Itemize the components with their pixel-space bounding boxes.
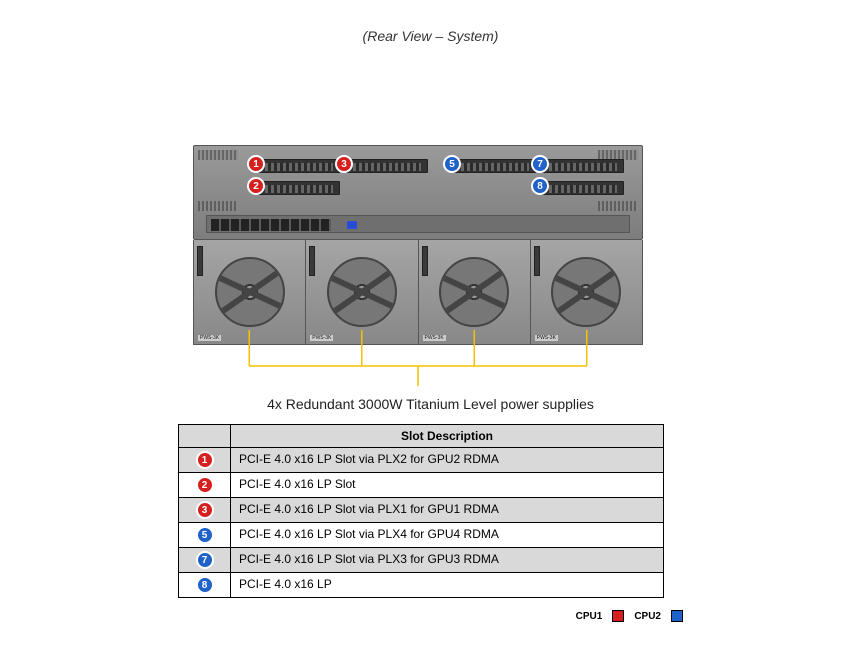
row-desc: PCI-E 4.0 x16 LP Slot via PLX2 for GPU2 … <box>231 448 663 472</box>
cpu-legend: CPU1 CPU2 <box>576 610 683 622</box>
row-badge-2: 2 <box>196 476 214 494</box>
psu-fan-icon <box>215 257 285 327</box>
psu-row: PWS-3KPWS-3KPWS-3KPWS-3K <box>193 240 643 345</box>
row-desc: PCI-E 4.0 x16 LP <box>231 573 663 597</box>
slot-badge-1: 1 <box>247 155 265 173</box>
table-row: 2 PCI-E 4.0 x16 LP Slot <box>179 472 663 497</box>
slot-badge-7: 7 <box>531 155 549 173</box>
psu-fan-icon <box>551 257 621 327</box>
psu-caption: 4x Redundant 3000W Titanium Level power … <box>0 396 861 412</box>
row-badge-3: 3 <box>196 501 214 519</box>
row-desc: PCI-E 4.0 x16 LP Slot via PLX1 for GPU1 … <box>231 498 663 522</box>
row-badge-5: 5 <box>196 526 214 544</box>
psu-1: PWS-3K <box>194 240 306 344</box>
slot-description-table: Slot Description 1 PCI-E 4.0 x16 LP Slot v… <box>178 424 664 598</box>
row-desc: PCI-E 4.0 x16 LP Slot <box>231 473 663 497</box>
pcie-slot-5 <box>454 159 536 173</box>
table-row: 8 PCI-E 4.0 x16 LP <box>179 572 663 597</box>
table-row: 1 PCI-E 4.0 x16 LP Slot via PLX2 for GPU2… <box>179 447 663 472</box>
row-badge-8: 8 <box>196 576 214 594</box>
psu-3: PWS-3K <box>419 240 531 344</box>
legend-label-cpu1: CPU1 <box>576 611 603 622</box>
figure-caption: (Rear View – System) <box>0 0 861 44</box>
table-header: Slot Description <box>231 425 663 447</box>
psu-2: PWS-3K <box>306 240 418 344</box>
pcie-slot-3 <box>346 159 428 173</box>
row-badge-1: 1 <box>196 451 214 469</box>
psu-4: PWS-3K <box>531 240 642 344</box>
table-row: 3 PCI-E 4.0 x16 LP Slot via PLX1 for GPU1… <box>179 497 663 522</box>
psu-fan-icon <box>327 257 397 327</box>
row-desc: PCI-E 4.0 x16 LP Slot via PLX4 for GPU4 … <box>231 523 663 547</box>
server-rear-illustration: PWS-3KPWS-3KPWS-3KPWS-3K 123578 <box>193 145 643 345</box>
table-row: 7 PCI-E 4.0 x16 LP Slot via PLX3 for GPU3… <box>179 547 663 572</box>
pcie-slot-1 <box>258 159 340 173</box>
psu-fan-icon <box>439 257 509 327</box>
legend-swatch-cpu1 <box>612 610 624 622</box>
slot-badge-8: 8 <box>531 177 549 195</box>
slot-badge-5: 5 <box>443 155 461 173</box>
table-row: 5 PCI-E 4.0 x16 LP Slot via PLX4 for GPU4… <box>179 522 663 547</box>
io-panel <box>206 215 630 233</box>
pcie-slot-8 <box>542 181 624 195</box>
pcie-slot-7 <box>542 159 624 173</box>
pcie-slot-2 <box>258 181 340 195</box>
row-desc: PCI-E 4.0 x16 LP Slot via PLX3 for GPU3 … <box>231 548 663 572</box>
legend-label-cpu2: CPU2 <box>634 611 661 622</box>
slot-badge-2: 2 <box>247 177 265 195</box>
legend-swatch-cpu2 <box>671 610 683 622</box>
row-badge-7: 7 <box>196 551 214 569</box>
slot-badge-3: 3 <box>335 155 353 173</box>
